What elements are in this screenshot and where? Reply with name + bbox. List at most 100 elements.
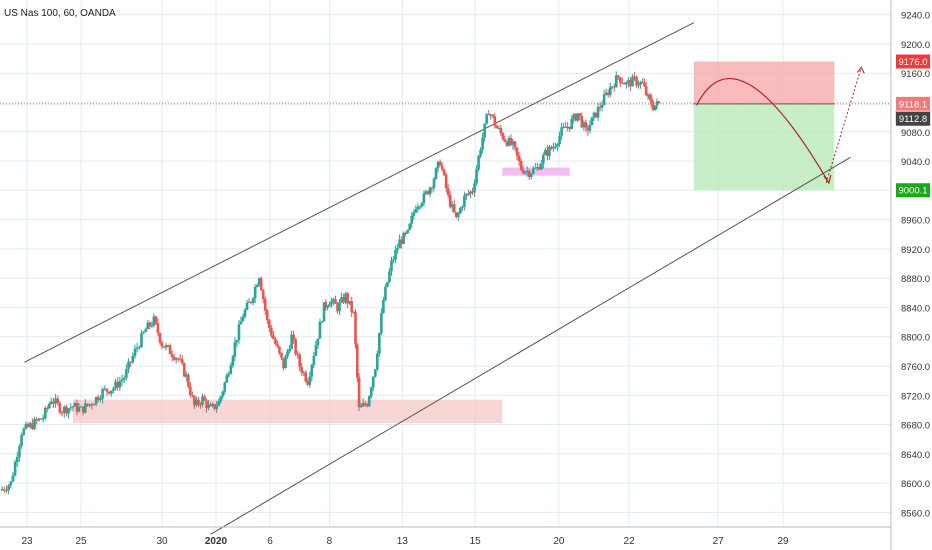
candle-body [60,412,64,414]
candle-body [270,327,273,336]
candle-body [586,127,590,131]
candle-body [148,322,152,327]
candle-body [342,297,345,303]
candle-body [227,373,231,376]
zones [72,61,835,424]
candle-body [463,195,466,207]
candle-body [459,207,462,214]
alt-path-line[interactable] [825,67,862,184]
candle-body [653,105,657,110]
candle-body [501,133,505,140]
candle-body [404,232,407,234]
candle-body [363,403,367,405]
time-tick-label: 22 [624,536,636,547]
candle-body [384,286,387,301]
candle-body [22,428,26,436]
candle-body [251,298,255,303]
price-tick-label: 8640.0 [901,450,930,461]
price-tick-label: 8720.0 [901,391,930,402]
candle-body [231,356,235,366]
candle-body [604,92,608,95]
annotations[interactable] [0,66,891,185]
candle-body [65,406,68,414]
candle-body [388,271,391,282]
candle-body [446,188,450,195]
candle-body [191,395,194,397]
price-tick-label: 8560.0 [901,508,930,519]
time-tick-label: 8 [327,536,333,547]
candle-body [229,365,233,374]
candle-body [461,206,464,208]
channel-lower-line[interactable] [210,156,851,535]
channel-upper-line[interactable] [24,22,695,363]
candle-body [359,406,363,408]
trend-channel[interactable] [24,22,851,535]
candle-body [495,125,499,129]
candle-body [266,310,269,321]
candle-body [648,94,652,99]
candle-body [201,396,204,405]
candle-body [133,348,137,356]
candle-body [125,368,128,378]
time-tick-label: 25 [75,536,87,547]
candle-body [158,333,162,343]
candle-body [56,398,60,403]
candle-body [432,178,436,189]
candle-body [306,381,310,385]
candle-body [193,395,196,406]
candle-body [217,401,220,406]
candle-body [450,204,454,208]
candle-body [109,390,113,394]
candle-body [521,169,525,174]
candle-body [170,354,174,357]
candle-body [531,168,535,174]
candle-body [243,309,247,317]
candle-body [533,167,537,169]
candle-body [272,335,275,339]
candle-body [424,191,428,194]
candle-body [308,376,312,385]
candle-body [633,76,636,78]
candle-body [209,404,212,407]
candle-body [408,223,412,230]
candle-body [644,86,648,96]
candle-body [568,126,571,129]
candle-body [365,404,369,407]
candle-body [509,138,513,145]
candle-body [5,490,8,492]
candle-body [219,396,223,402]
candle-body [213,404,216,409]
candle-body [485,114,488,124]
candle-body [410,216,414,224]
candle-body [263,299,267,311]
grid [0,0,891,527]
candle-body [215,405,218,409]
candle-body [542,154,545,164]
candle-body [517,155,521,162]
candle-body [600,104,604,108]
candle-body [430,187,434,189]
candle-body [582,122,586,128]
forecast-arc[interactable] [696,78,830,184]
candle-body [144,329,148,332]
candle-body [608,87,612,96]
candle-body [602,94,606,105]
candle-body [90,404,94,406]
candle-body [623,83,626,85]
candle-body [197,399,200,405]
candle-body [350,300,353,313]
candle-body [426,191,430,195]
candle-body [639,81,642,85]
candle-body [570,118,574,129]
candle-body [483,123,486,138]
price-tick-label: 9080.0 [901,128,930,139]
candle-body [58,402,62,413]
candle-body [261,290,265,300]
candle-body [233,342,237,357]
candle-body [444,175,448,189]
candle-body [455,212,458,217]
candle-body [467,193,470,195]
take-profit-box [693,103,835,191]
candle-body [614,75,618,88]
